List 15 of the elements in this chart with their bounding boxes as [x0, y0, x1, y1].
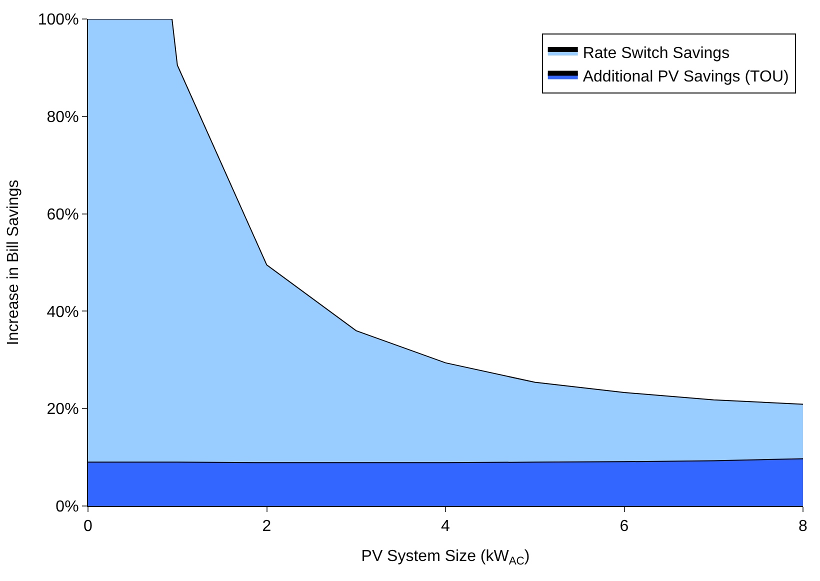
- x-axis-title: PV System Size (kW$_{AC}$): [361, 548, 530, 568]
- x-tick-label: 2: [262, 518, 272, 536]
- y-axis-title: Increase in Bill Savings: [4, 180, 22, 346]
- x-tick-label: 8: [798, 518, 808, 536]
- x-tick-label: 4: [441, 518, 450, 536]
- y-tick-label: 20%: [46, 401, 79, 418]
- y-tick-label: 80%: [46, 109, 79, 126]
- y-tick-label: 60%: [46, 206, 79, 224]
- legend-label: Additional PV Savings (TOU): [582, 68, 789, 86]
- legend-label: Rate Switch Savings: [582, 44, 730, 62]
- x-tick-label: 0: [84, 518, 93, 536]
- y-tick-label: 100%: [38, 12, 79, 29]
- x-tick-label: 6: [620, 518, 629, 536]
- y-tick-label: 40%: [46, 304, 79, 321]
- y-tick-label: 0%: [56, 498, 79, 516]
